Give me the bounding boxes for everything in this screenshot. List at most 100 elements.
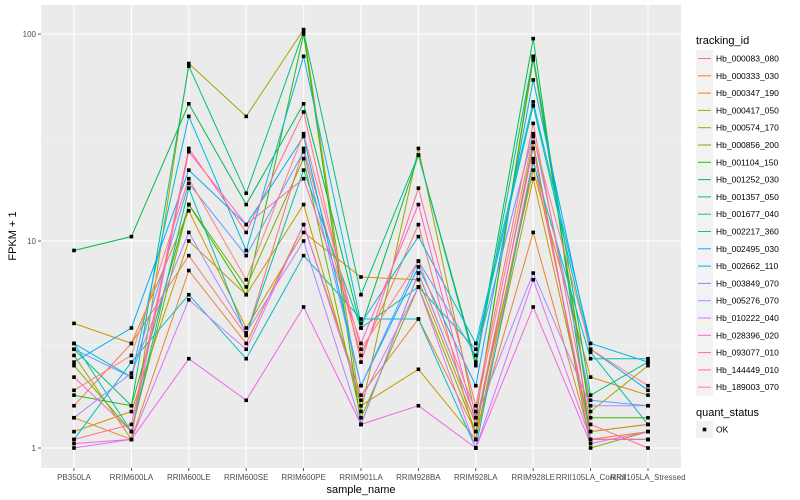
data-point	[646, 415, 650, 420]
major-gridlines	[41, 5, 681, 468]
x-tick-label: RRII105LA_Control	[556, 473, 626, 482]
data-point	[646, 388, 650, 393]
data-point	[416, 285, 421, 289]
data-point	[72, 341, 76, 346]
data-point	[359, 321, 363, 326]
x-tick-label: RRIM600LE	[167, 473, 211, 482]
data-point	[301, 305, 306, 309]
data-point	[531, 103, 535, 108]
shape-legend-item: OK	[696, 421, 729, 438]
data-point	[187, 149, 191, 154]
data-point	[531, 121, 535, 126]
legend-item: Hb_001677_040	[696, 205, 779, 223]
data-point	[646, 393, 650, 397]
color-legend-title: tracking_id	[696, 35, 749, 47]
data-point	[359, 341, 363, 346]
x-axis: PB350LA RRIM600LA RRIM600LE RRIM600SE RRIM60…	[57, 468, 686, 482]
data-point	[72, 353, 76, 358]
data-point	[531, 100, 535, 104]
data-point	[474, 353, 478, 358]
data-point	[72, 415, 76, 420]
data-point	[244, 331, 248, 335]
legend-label: Hb_001252_030	[716, 175, 779, 185]
data-point	[646, 446, 650, 450]
data-point	[588, 403, 593, 408]
data-point	[129, 326, 134, 330]
legend-item: Hb_002495_030	[696, 240, 779, 258]
data-point	[531, 168, 535, 172]
x-tick-label: RRII105LA_Stressed	[610, 473, 685, 482]
data-point	[301, 102, 306, 106]
legend-item: Hb_001357_050	[696, 188, 779, 206]
legend-item: Hb_001104_150	[696, 153, 779, 171]
data-point	[531, 131, 535, 136]
data-point	[588, 441, 593, 446]
data-point	[646, 429, 650, 434]
data-point	[129, 371, 134, 375]
data-point	[129, 422, 134, 427]
data-point	[187, 208, 191, 213]
data-point	[187, 146, 191, 151]
data-point	[301, 156, 306, 161]
data-point	[531, 146, 535, 151]
data-point	[531, 160, 535, 165]
data-point	[301, 54, 306, 59]
legend-label: Hb_000347_190	[716, 88, 779, 98]
data-point	[531, 54, 535, 59]
data-point	[588, 415, 593, 420]
data-point	[301, 253, 306, 258]
data-point	[474, 347, 478, 352]
data-point	[72, 388, 76, 393]
data-point	[187, 168, 191, 172]
data-point	[359, 317, 363, 321]
data-point	[474, 360, 478, 364]
data-point	[474, 422, 478, 427]
data-point	[244, 191, 248, 196]
data-point	[416, 317, 421, 321]
data-point	[244, 114, 248, 119]
data-point	[72, 429, 76, 434]
legend-label: Hb_010222_040	[716, 313, 779, 323]
data-point	[646, 383, 650, 388]
legend-item: Hb_002217_360	[696, 223, 779, 240]
x-tick-label: PB350LA	[57, 473, 91, 482]
legend-item: Hb_002662_110	[696, 257, 779, 275]
data-point	[72, 363, 76, 368]
data-point	[187, 114, 191, 119]
data-point	[588, 341, 593, 346]
data-point	[244, 285, 248, 289]
data-point	[416, 367, 421, 372]
data-point	[129, 353, 134, 358]
data-point	[244, 326, 248, 330]
legend-label: Hb_093077_010	[716, 348, 779, 358]
data-point	[474, 383, 478, 388]
data-point	[416, 222, 421, 227]
legend-item: Hb_000083_080	[696, 50, 779, 67]
legend-label: Hb_005276_070	[716, 296, 779, 306]
data-point	[588, 347, 593, 352]
legend-item: Hb_000574_170	[696, 119, 779, 137]
data-point	[72, 437, 76, 442]
data-point	[187, 61, 191, 66]
legend-label: Hb_002495_030	[716, 244, 779, 254]
legend-label: Hb_189003_070	[716, 382, 779, 392]
data-point	[588, 437, 593, 442]
data-point	[474, 437, 478, 442]
data-point	[187, 253, 191, 258]
y-axis: 1 10 100	[23, 30, 41, 453]
legend-label: Hb_002662_110	[716, 261, 779, 271]
data-point	[359, 398, 363, 403]
data-point	[588, 446, 593, 450]
data-point	[531, 230, 535, 235]
data-point	[588, 375, 593, 379]
data-point	[474, 429, 478, 434]
legend-item: Hb_000417_050	[696, 101, 779, 119]
legend-item: Hb_189003_070	[696, 378, 779, 396]
data-point	[531, 140, 535, 145]
data-point	[359, 422, 363, 427]
data-point	[72, 393, 76, 397]
data-point	[244, 292, 248, 297]
data-point	[646, 363, 650, 368]
data-point	[187, 176, 191, 181]
data-point	[646, 360, 650, 364]
